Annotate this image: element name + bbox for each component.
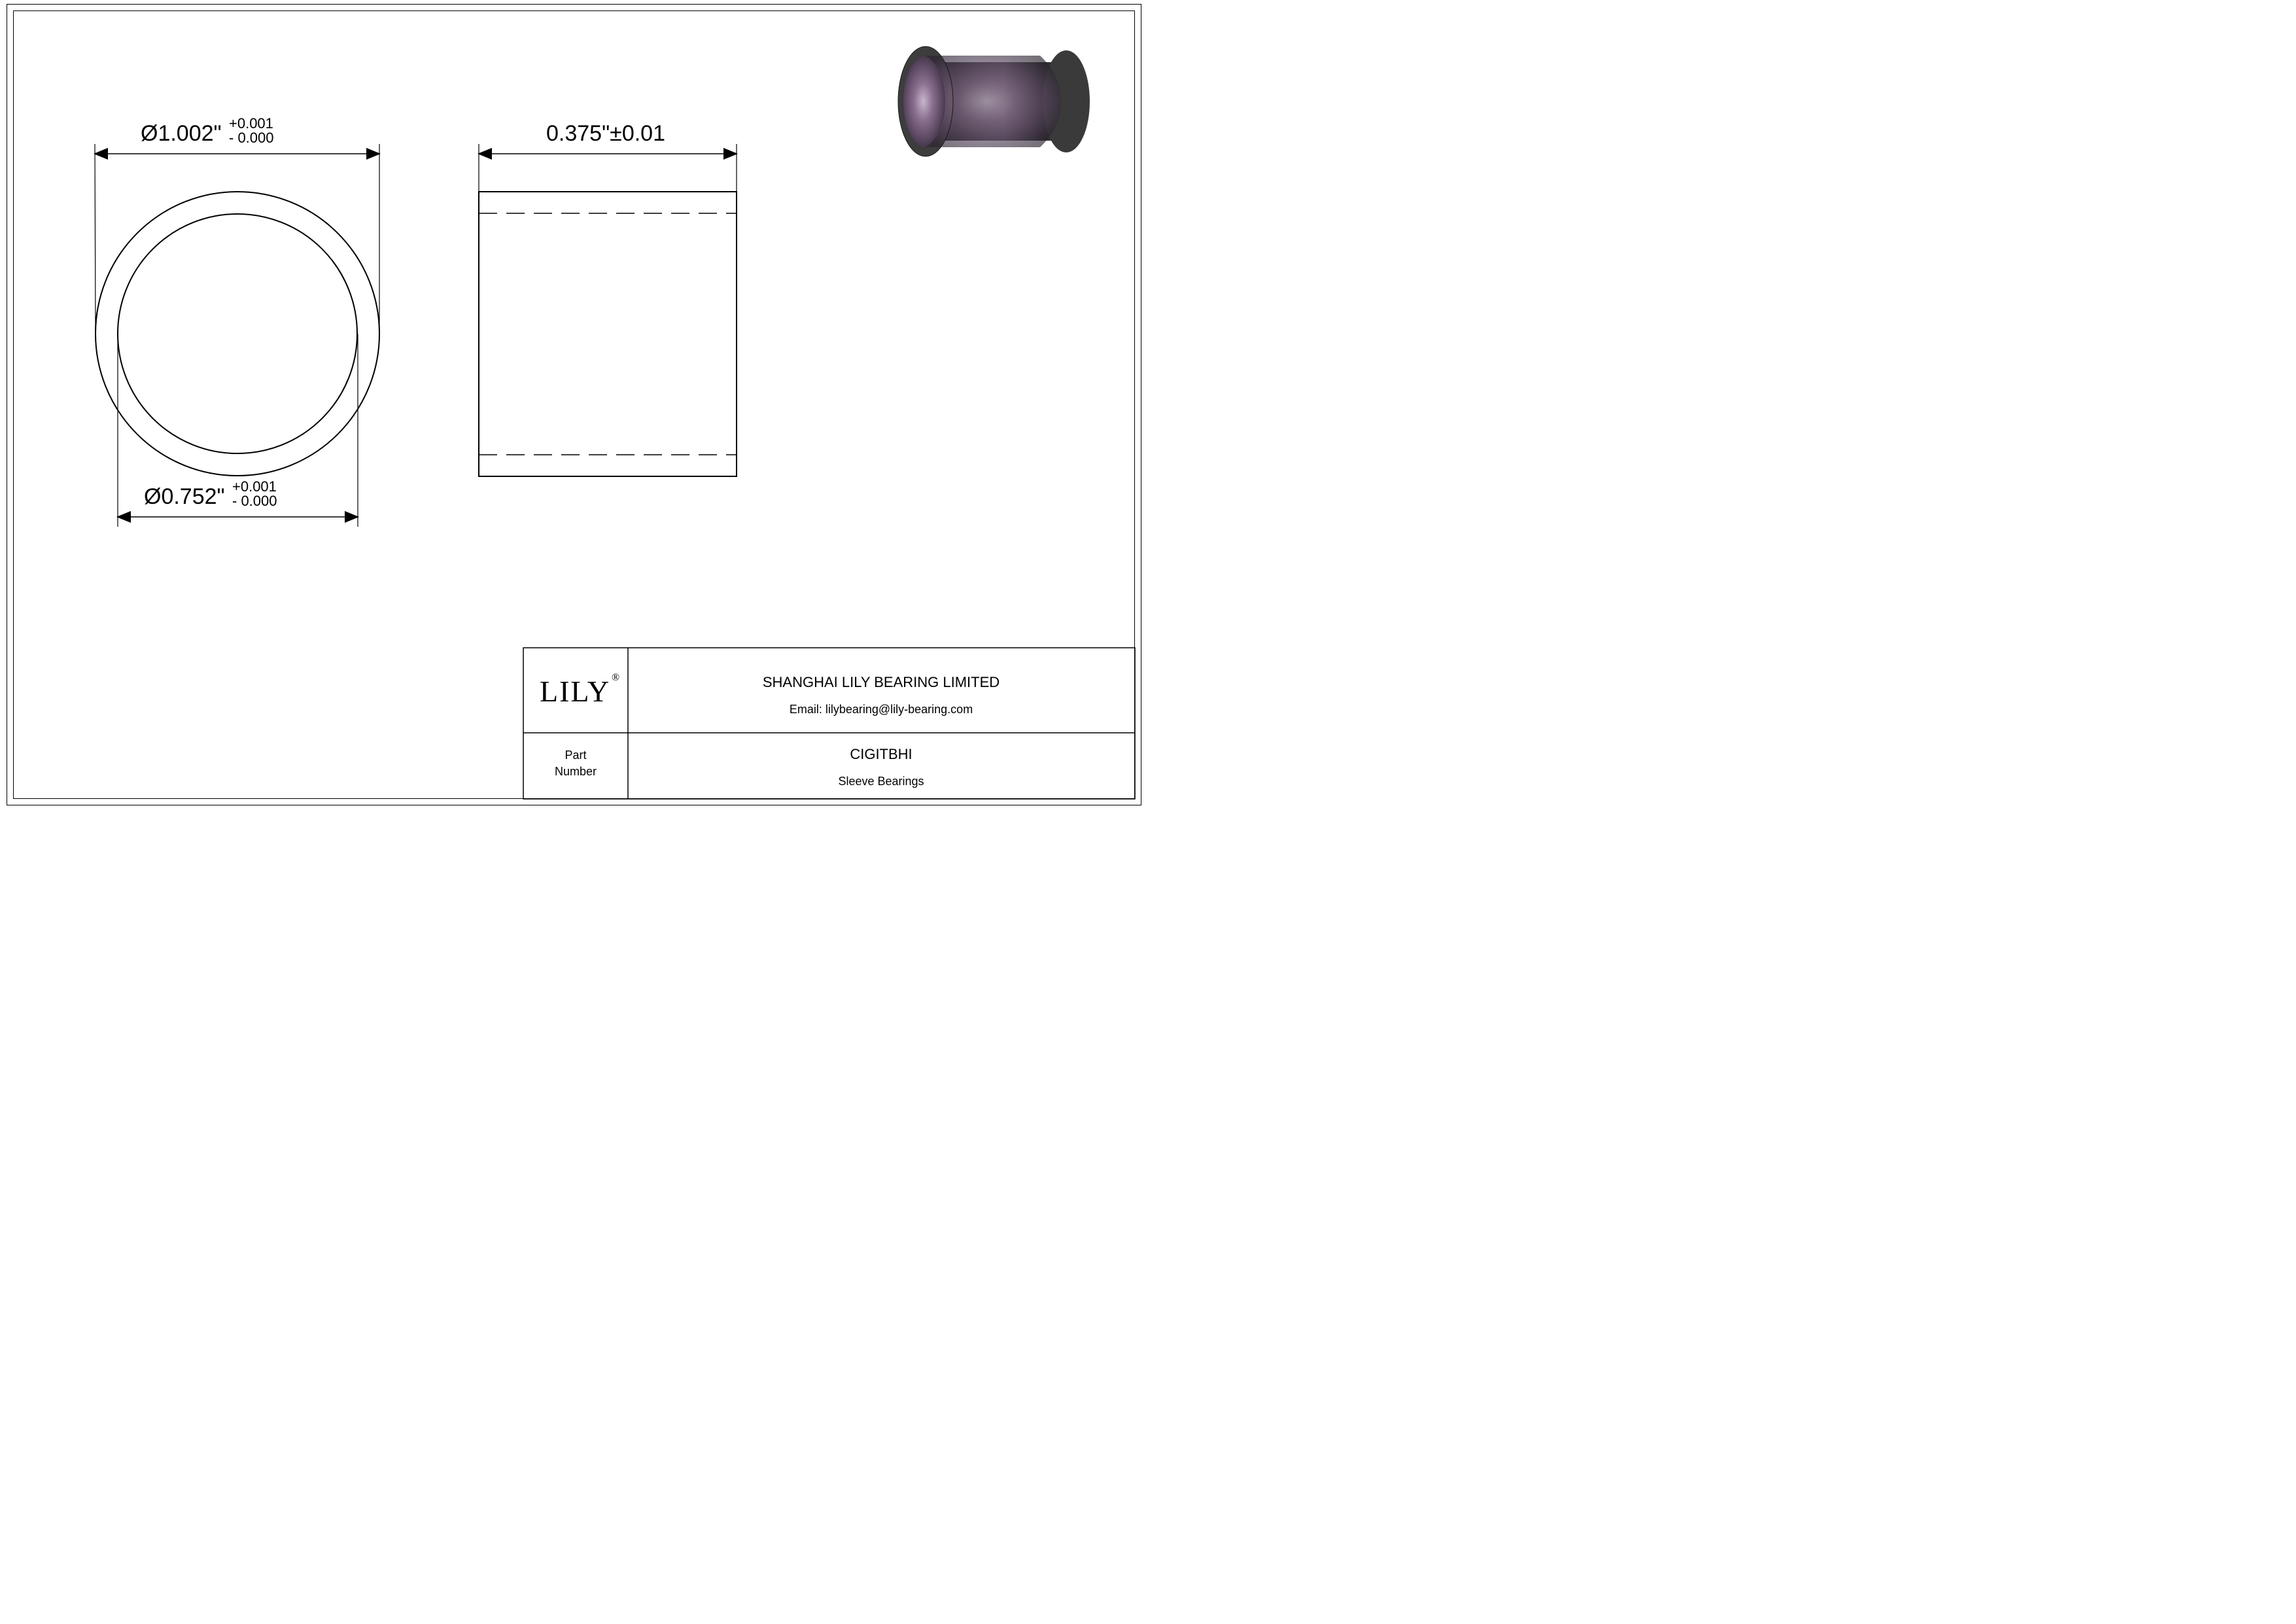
dim-outer-value: Ø1.002" [141,121,222,146]
dim-length-value: 0.375"±0.01 [546,121,665,146]
part-desc: Sleeve Bearings [838,775,924,788]
front-view [96,192,379,476]
logo-reg: ® [612,672,619,683]
title-block: LILY ® SHANGHAI LILY BEARING LIMITED Ema… [523,648,1135,799]
iso-render [898,46,1090,156]
part-label-2: Number [555,765,597,778]
dim-length: 0.375"±0.01 [479,121,737,192]
logo-text: LILY [540,675,610,708]
dim-inner-toll: - 0.000 [232,493,277,509]
page: Ø1.002" +0.001 - 0.000 Ø0.752" +0.001 - … [0,0,1148,812]
drawing-canvas: Ø1.002" +0.001 - 0.000 Ø0.752" +0.001 - … [0,0,1148,812]
dim-outer-toll: - 0.000 [229,130,274,146]
side-view [479,192,737,476]
dim-inner-value: Ø0.752" [144,484,225,509]
dim-inner-diameter: Ø0.752" +0.001 - 0.000 [118,334,358,527]
part-label-1: Part [565,749,586,762]
company-email: Email: lilybearing@lily-bearing.com [790,703,973,716]
part-code: CIGITBHI [850,746,912,762]
company-name: SHANGHAI LILY BEARING LIMITED [763,674,1000,690]
dim-outer-diameter: Ø1.002" +0.001 - 0.000 [95,115,379,334]
